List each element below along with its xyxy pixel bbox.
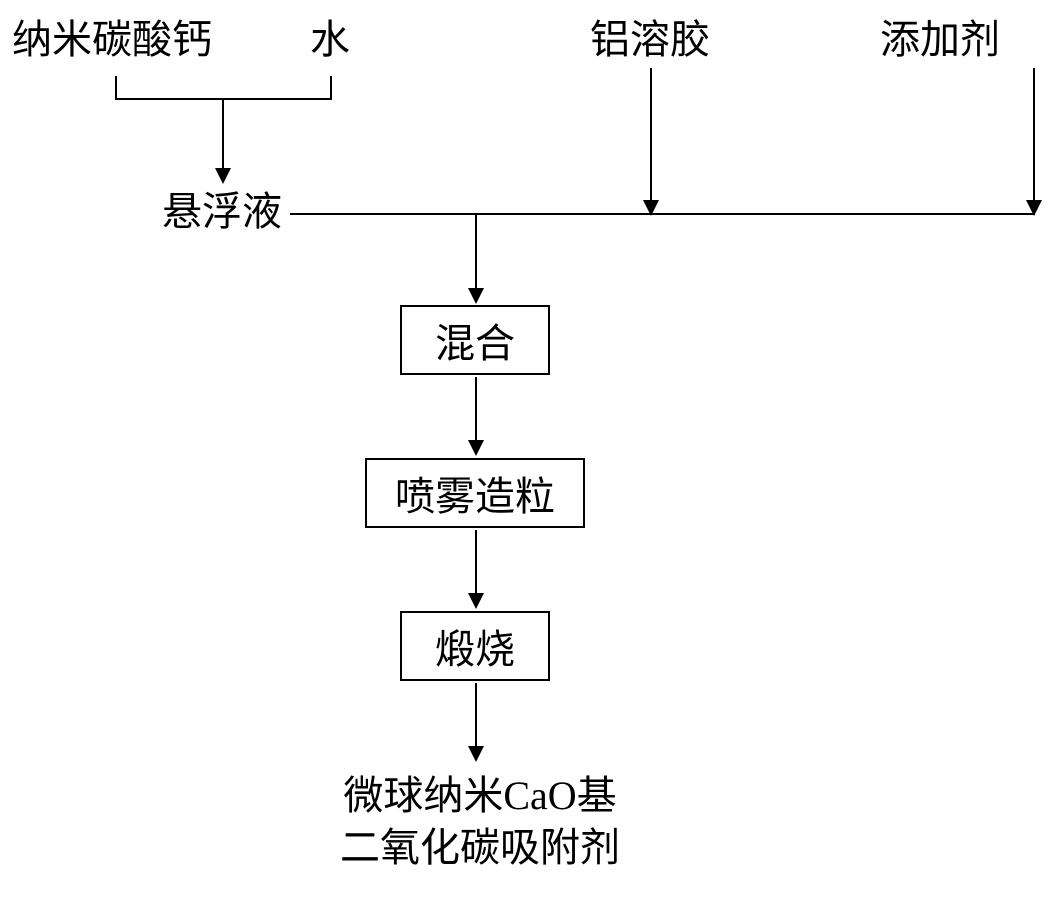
- arrow-line-2: [475, 215, 477, 290]
- input3-arrowhead: [643, 200, 659, 216]
- step-label-spray: 喷雾造粒: [395, 464, 555, 522]
- arrow-line-4: [475, 530, 477, 595]
- arrow-head-2: [468, 288, 484, 304]
- output-line-1: 微球纳米CaO基: [310, 770, 650, 822]
- step-label-mix: 混合: [435, 311, 515, 369]
- merge-hline: [290, 213, 1035, 215]
- flowchart-canvas: 纳米碳酸钙 水 铝溶胶 添加剂 悬浮液 混合 喷雾造粒 煅烧 微球纳米CaO基 …: [0, 0, 1052, 903]
- step-box-calcine: 煅烧: [400, 611, 550, 681]
- bracket-left-v: [115, 76, 117, 98]
- input3-vline: [650, 68, 652, 213]
- arrow-head-5: [468, 746, 484, 762]
- arrow-head-1: [215, 168, 231, 184]
- arrow-line-5: [475, 683, 477, 748]
- output-line-2: 二氧化碳吸附剂: [310, 822, 650, 874]
- arrow-head-4: [468, 593, 484, 609]
- step-box-spray: 喷雾造粒: [365, 458, 585, 528]
- input-label-2: 水: [310, 20, 350, 60]
- input4-arrowhead: [1026, 200, 1042, 216]
- arrow-line-3: [475, 377, 477, 442]
- step-label-calcine: 煅烧: [435, 617, 515, 675]
- input-label-1: 纳米碳酸钙: [12, 20, 212, 60]
- output-label: 微球纳米CaO基 二氧化碳吸附剂: [310, 770, 650, 874]
- suspension-label: 悬浮液: [162, 192, 282, 232]
- input-label-3: 铝溶胶: [590, 20, 710, 60]
- arrow-line-1: [222, 100, 224, 170]
- input4-vline: [1033, 68, 1035, 213]
- input-label-4: 添加剂: [880, 20, 1000, 60]
- arrow-head-3: [468, 440, 484, 456]
- step-box-mix: 混合: [400, 305, 550, 375]
- bracket-right-v: [330, 76, 332, 98]
